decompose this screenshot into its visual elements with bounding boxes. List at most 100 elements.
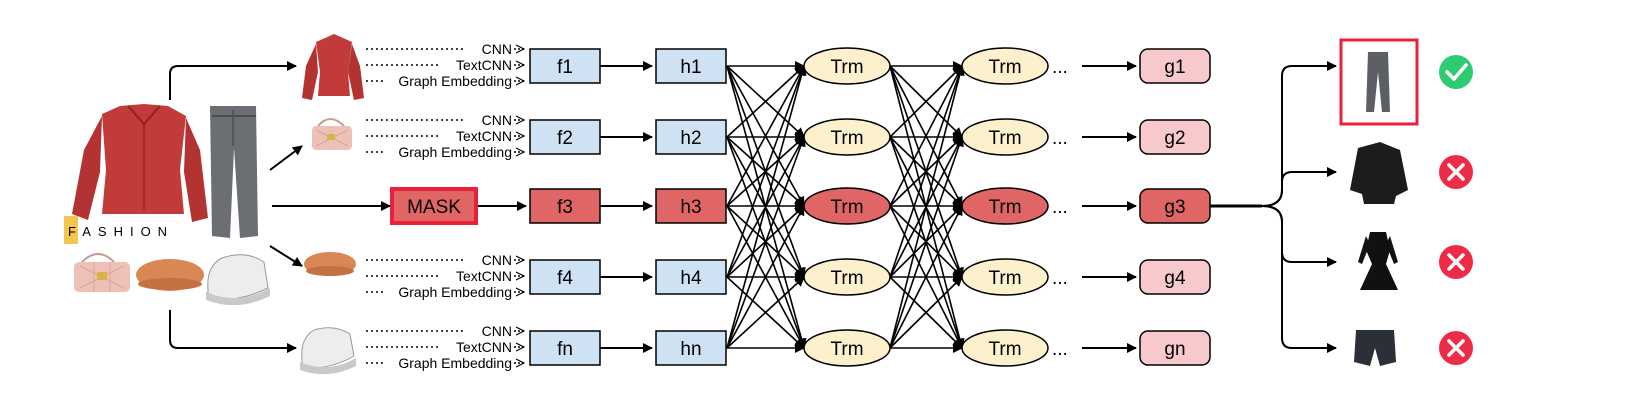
output-box	[1139, 119, 1211, 155]
trm-label: Trm	[988, 57, 1021, 78]
candidate-jeans-image	[1366, 52, 1390, 112]
hidden-box-label: hn	[680, 339, 701, 360]
candidate-dress-sleeves	[1358, 236, 1398, 264]
feature-box-label: f4	[557, 268, 573, 289]
blouse-image	[72, 104, 208, 222]
trm-to-trm-edge	[889, 65, 963, 207]
h-to-trm-edge	[726, 65, 805, 207]
feature-extractor-label: CNN	[482, 323, 512, 339]
trm-label: Trm	[988, 339, 1021, 360]
output-box-label: g3	[1164, 197, 1185, 218]
feature-extractor-label: Graph Embedding	[398, 355, 512, 371]
logo-text: FASHION	[68, 224, 174, 239]
trm-node-layer1	[803, 118, 891, 156]
hidden-box	[655, 259, 727, 295]
trm-label: Trm	[988, 268, 1021, 289]
ellipsis: ...	[1052, 128, 1068, 149]
feature-box	[529, 48, 601, 84]
output-box-label: g4	[1164, 268, 1186, 289]
mask-box	[390, 187, 478, 225]
candidate-branch	[1261, 205, 1337, 267]
trm-to-trm-edge	[889, 65, 965, 349]
ellipsis: ...	[1052, 197, 1068, 218]
feature-extractor-label: Graph Embedding	[398, 144, 512, 160]
feature-box-label: f3	[557, 197, 573, 218]
trm-to-trm-edge	[889, 65, 963, 138]
ellipsis: ...	[1052, 268, 1068, 289]
ellipsis: ...	[1052, 57, 1068, 78]
feature-extractor-label: TextCNN	[456, 268, 512, 284]
fashion-logo: FASHION	[64, 216, 174, 244]
feature-extractor-label: TextCNN	[456, 128, 512, 144]
item-shoe	[300, 327, 356, 375]
feature-extractor-label: Graph Embedding	[398, 284, 512, 300]
h-to-trm-edge	[726, 276, 805, 349]
output-box-label: g2	[1164, 128, 1185, 149]
candidate-shorts-image	[1354, 330, 1396, 366]
transformer-connections	[726, 61, 965, 353]
item-blouse	[302, 34, 364, 100]
cross-icon	[1439, 331, 1473, 365]
trm-label: Trm	[830, 197, 863, 218]
output-box-label: g1	[1164, 57, 1185, 78]
check-icon	[1439, 55, 1473, 89]
item-bag	[312, 118, 352, 150]
trm-node-layer2	[961, 258, 1049, 296]
cross-icon	[1439, 245, 1473, 279]
trm-node-layer2	[961, 187, 1049, 225]
feature-extractor-label: TextCNN	[456, 339, 512, 355]
trm-node-layer2	[961, 329, 1049, 367]
trm-label: Trm	[830, 128, 863, 149]
correct-candidate-frame	[1339, 38, 1419, 126]
output-box	[1139, 330, 1211, 366]
beret-image	[136, 259, 204, 291]
ellipsis: ...	[1052, 339, 1068, 360]
collage-arrows	[169, 61, 391, 353]
hidden-box-label: h4	[680, 268, 702, 289]
feature-extractor-label: TextCNN	[456, 57, 512, 73]
feature-box	[529, 188, 601, 224]
trm-to-trm-edge	[889, 205, 963, 349]
candidate-branches	[1210, 61, 1337, 353]
feature-extractor-label: CNN	[482, 41, 512, 57]
item-beret	[304, 252, 356, 276]
shoe-image	[206, 254, 270, 306]
feature-box	[529, 330, 601, 366]
output-box	[1139, 48, 1211, 84]
output-box	[1139, 259, 1211, 295]
hidden-box	[655, 48, 727, 84]
trm-to-trm-edge	[889, 65, 964, 278]
feature-extractor-label: CNN	[482, 112, 512, 128]
h-to-trm-edge	[726, 205, 805, 349]
jeans-image	[210, 106, 258, 238]
candidate-jacket-image	[1350, 142, 1408, 204]
h-to-trm-edge	[726, 65, 807, 349]
feature-extractor-label: Graph Embedding	[398, 73, 512, 89]
hidden-box	[655, 119, 727, 155]
candidate-branch	[1261, 61, 1337, 207]
hidden-box	[655, 330, 727, 366]
output-box-label: gn	[1164, 339, 1185, 360]
trm-label: Trm	[988, 197, 1021, 218]
trm-node-layer1	[803, 187, 891, 225]
h-to-trm-edge	[726, 65, 806, 278]
bag-image	[74, 253, 130, 292]
hidden-box	[655, 188, 727, 224]
trm-label: Trm	[830, 57, 863, 78]
hidden-box-label: h3	[680, 197, 701, 218]
feature-box-label: f2	[557, 128, 573, 149]
trm-label: Trm	[988, 128, 1021, 149]
trm-node-layer1	[803, 258, 891, 296]
trm-to-trm-edge	[889, 136, 964, 349]
sequence-row: MASK f3 h3 Trm Trm... g3	[390, 187, 1211, 225]
h-to-trm-edge	[726, 136, 806, 349]
feature-box-label: f1	[557, 57, 573, 78]
trm-node-layer1	[803, 329, 891, 367]
h-to-trm-edge	[726, 65, 805, 138]
